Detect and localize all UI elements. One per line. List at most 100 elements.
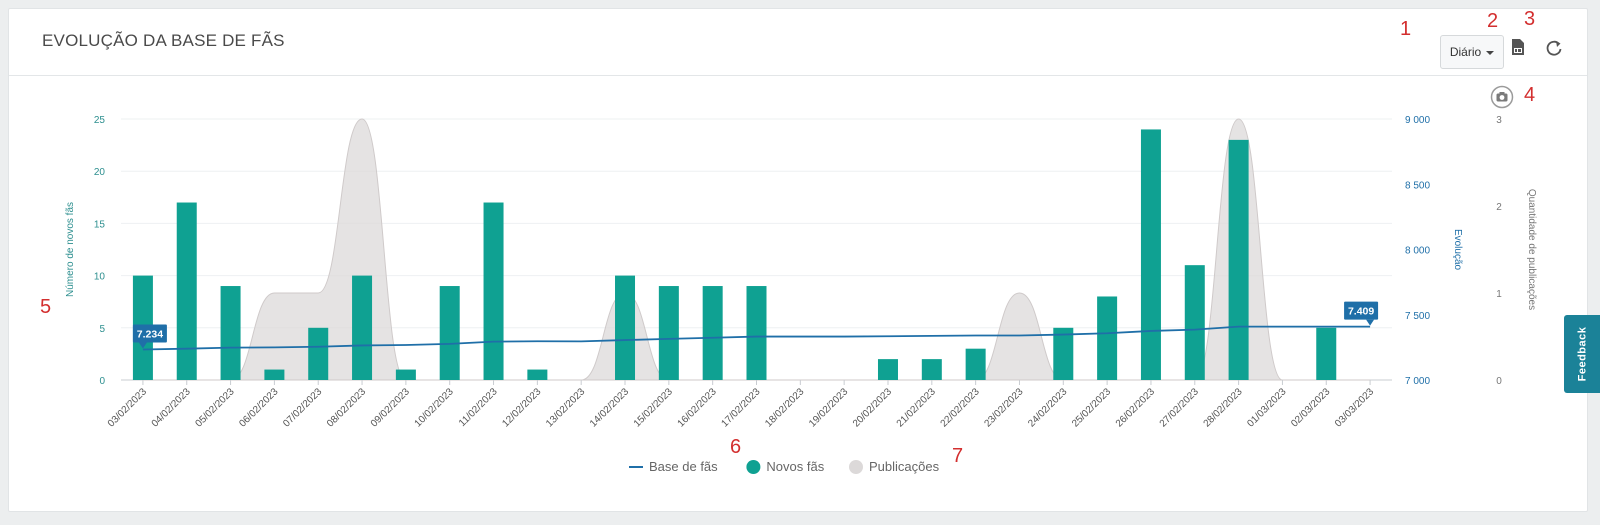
x-tick-label: 26/02/2023 <box>1114 386 1157 429</box>
legend: Base de fãs Novos fãs Publicações <box>629 459 940 474</box>
y-left-tick-label: 5 <box>99 324 105 335</box>
data-label-text: 7.409 <box>1348 306 1374 318</box>
x-tick-label: 05/02/2023 <box>194 386 237 429</box>
legend-label: Publicações <box>869 459 940 474</box>
bar-novos-fas <box>965 348 986 380</box>
y-right-tick-label: 8 500 <box>1405 180 1430 191</box>
legend-item[interactable]: Novos fãs <box>746 459 825 474</box>
x-tick-label: 22/02/2023 <box>939 386 982 429</box>
data-label-pointer <box>138 342 147 349</box>
bar-novos-fas <box>1184 265 1205 380</box>
x-tick-label: 21/02/2023 <box>895 386 938 429</box>
annotation-4: 4 <box>1524 84 1536 106</box>
bar-novos-fas <box>1053 327 1074 380</box>
bar-novos-fas <box>1228 139 1249 380</box>
y-right-tick-label: 7 500 <box>1405 311 1430 322</box>
bar-novos-fas <box>877 359 898 380</box>
x-tick-label: 07/02/2023 <box>281 386 324 429</box>
bar-novos-fas <box>921 359 942 380</box>
x-tick-label: 03/02/2023 <box>106 386 149 429</box>
x-tick-label: 11/02/2023 <box>457 386 500 429</box>
data-label-text: 7.234 <box>137 328 163 340</box>
x-tick-label: 20/02/2023 <box>851 386 894 429</box>
bar-novos-fas <box>702 286 723 380</box>
y-left-tick-label: 15 <box>94 219 106 230</box>
x-tick-label: 09/02/2023 <box>369 386 412 429</box>
series-base-de-fas-line <box>142 325 1371 351</box>
bar-novos-fas <box>264 369 285 380</box>
feedback-tab[interactable]: Feedback <box>1564 315 1600 393</box>
chart-title: EVOLUÇÃO DA BASE DE FÃS <box>42 31 285 50</box>
data-label-base-de-fas: 7.409 <box>1344 301 1379 326</box>
x-tick-label: 14/02/2023 <box>588 386 631 429</box>
bar-novos-fas <box>483 202 504 380</box>
data-label-pointer <box>1366 319 1375 326</box>
y-left-axis-title: Número de novos fãs <box>65 202 76 297</box>
y-left-tick-label: 10 <box>94 272 106 283</box>
bar-novos-fas <box>746 286 767 380</box>
y-right-tick-label: 7 000 <box>1405 376 1430 387</box>
x-tick-label: 19/02/2023 <box>807 386 850 429</box>
x-tick-label: 15/02/2023 <box>632 386 675 429</box>
annotation-3: 3 <box>1524 8 1536 30</box>
data-label-base-de-fas: 7.234 <box>132 324 167 349</box>
x-tick-label: 24/02/2023 <box>1026 386 1069 429</box>
y-right-tick-label: 9 000 <box>1405 115 1430 126</box>
bar-novos-fas <box>1316 327 1337 380</box>
chart-card: EVOLUÇÃO DA BASE DE FÃS Diário <box>8 8 1588 512</box>
x-tick-label: 08/02/2023 <box>325 386 368 429</box>
legend-circle-marker <box>849 460 863 474</box>
y-right-tick-label: 8 000 <box>1405 246 1430 257</box>
legend-circle-marker <box>746 460 761 474</box>
annotation-6: 6 <box>730 436 742 458</box>
y-right2-tick-label: 1 <box>1496 289 1502 300</box>
legend-item[interactable]: Publicações <box>849 459 940 474</box>
legend-item[interactable]: Base de fãs <box>629 459 718 474</box>
x-tick-label: 27/02/2023 <box>1158 386 1201 429</box>
y-right-axis-title: Evolução <box>1452 229 1463 271</box>
bar-novos-fas <box>176 202 197 380</box>
bar-novos-fas <box>1097 296 1118 380</box>
bar-novos-fas <box>308 327 329 380</box>
x-tick-label: 06/02/2023 <box>237 386 280 429</box>
x-tick-label: 04/02/2023 <box>150 386 193 429</box>
annotation-1: 1 <box>1400 18 1412 40</box>
x-tick-label: 18/02/2023 <box>763 386 806 429</box>
bar-novos-fas <box>395 369 416 380</box>
data-label-box <box>1344 301 1379 320</box>
bar-novos-fas <box>352 275 373 380</box>
bar-novos-fas <box>658 286 679 380</box>
card-header: EVOLUÇÃO DA BASE DE FÃS Diário <box>9 9 1587 76</box>
annotation-7: 7 <box>952 445 964 467</box>
y-left-tick-label: 0 <box>99 376 105 387</box>
period-dropdown[interactable]: Diário <box>1440 35 1504 69</box>
annotation-2: 2 <box>1487 10 1499 32</box>
data-label-box <box>132 324 167 343</box>
x-tick-label: 16/02/2023 <box>676 386 719 429</box>
period-dropdown-label: Diário <box>1449 45 1482 59</box>
legend-label: Novos fãs <box>766 459 824 474</box>
chevron-down-icon <box>1486 51 1495 55</box>
bar-novos-fas <box>527 369 548 380</box>
y-right2-tick-label: 2 <box>1496 202 1502 213</box>
y-right2-tick-label: 3 <box>1496 115 1502 126</box>
x-tick-label: 10/02/2023 <box>413 386 456 429</box>
y-left-tick-label: 20 <box>94 167 106 178</box>
bar-novos-fas <box>1140 129 1161 380</box>
x-tick-label: 28/02/2023 <box>1202 386 1245 429</box>
x-tick-label: 13/02/2023 <box>544 386 587 429</box>
x-tick-label: 23/02/2023 <box>982 386 1025 429</box>
legend-label: Base de fãs <box>649 459 718 474</box>
x-tick-label: 25/02/2023 <box>1070 386 1113 429</box>
annotation-5: 5 <box>40 296 52 318</box>
x-tick-label: 02/03/2023 <box>1289 386 1332 429</box>
x-tick-label: 17/02/2023 <box>719 386 762 429</box>
refresh-icon[interactable] <box>1545 39 1563 57</box>
pdf-export-icon[interactable] <box>1511 39 1527 57</box>
feedback-label: Feedback <box>1576 326 1588 382</box>
x-tick-label: 01/03/2023 <box>1245 386 1288 429</box>
x-tick-label: 12/02/2023 <box>500 386 543 429</box>
camera-icon[interactable] <box>1490 85 1514 109</box>
bar-novos-fas <box>439 286 460 380</box>
